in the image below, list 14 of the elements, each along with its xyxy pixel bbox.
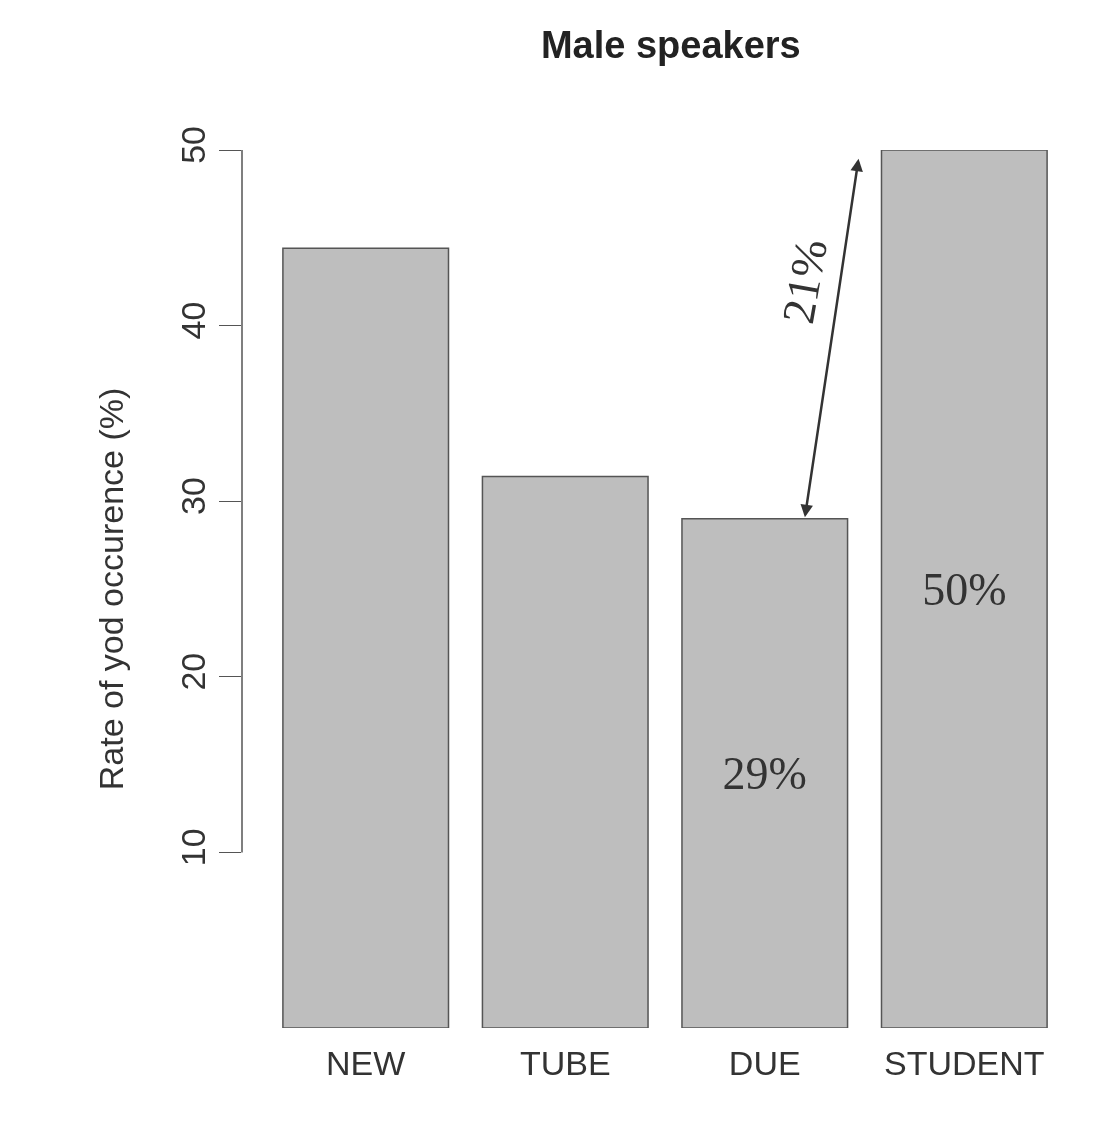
y-tick-label: 40: [174, 301, 213, 340]
y-axis-title: Rate of yod occurence (%): [92, 387, 130, 791]
chart-title: Male speakers: [540, 24, 801, 67]
y-tick-label: 50: [174, 125, 213, 164]
data-label: 50%: [922, 563, 1007, 615]
x-tick-label: TUBE: [519, 1044, 611, 1082]
data-label: 29%: [722, 747, 807, 799]
y-tick-label: 10: [174, 828, 213, 867]
annotation: 21%: [772, 235, 837, 328]
x-tick-label: DUE: [728, 1044, 801, 1082]
y-tick-label: 30: [174, 477, 213, 516]
x-tick-label: STUDENT: [884, 1044, 1045, 1082]
y-tick-label: 20: [174, 652, 213, 691]
x-tick-label: NEW: [326, 1044, 406, 1082]
